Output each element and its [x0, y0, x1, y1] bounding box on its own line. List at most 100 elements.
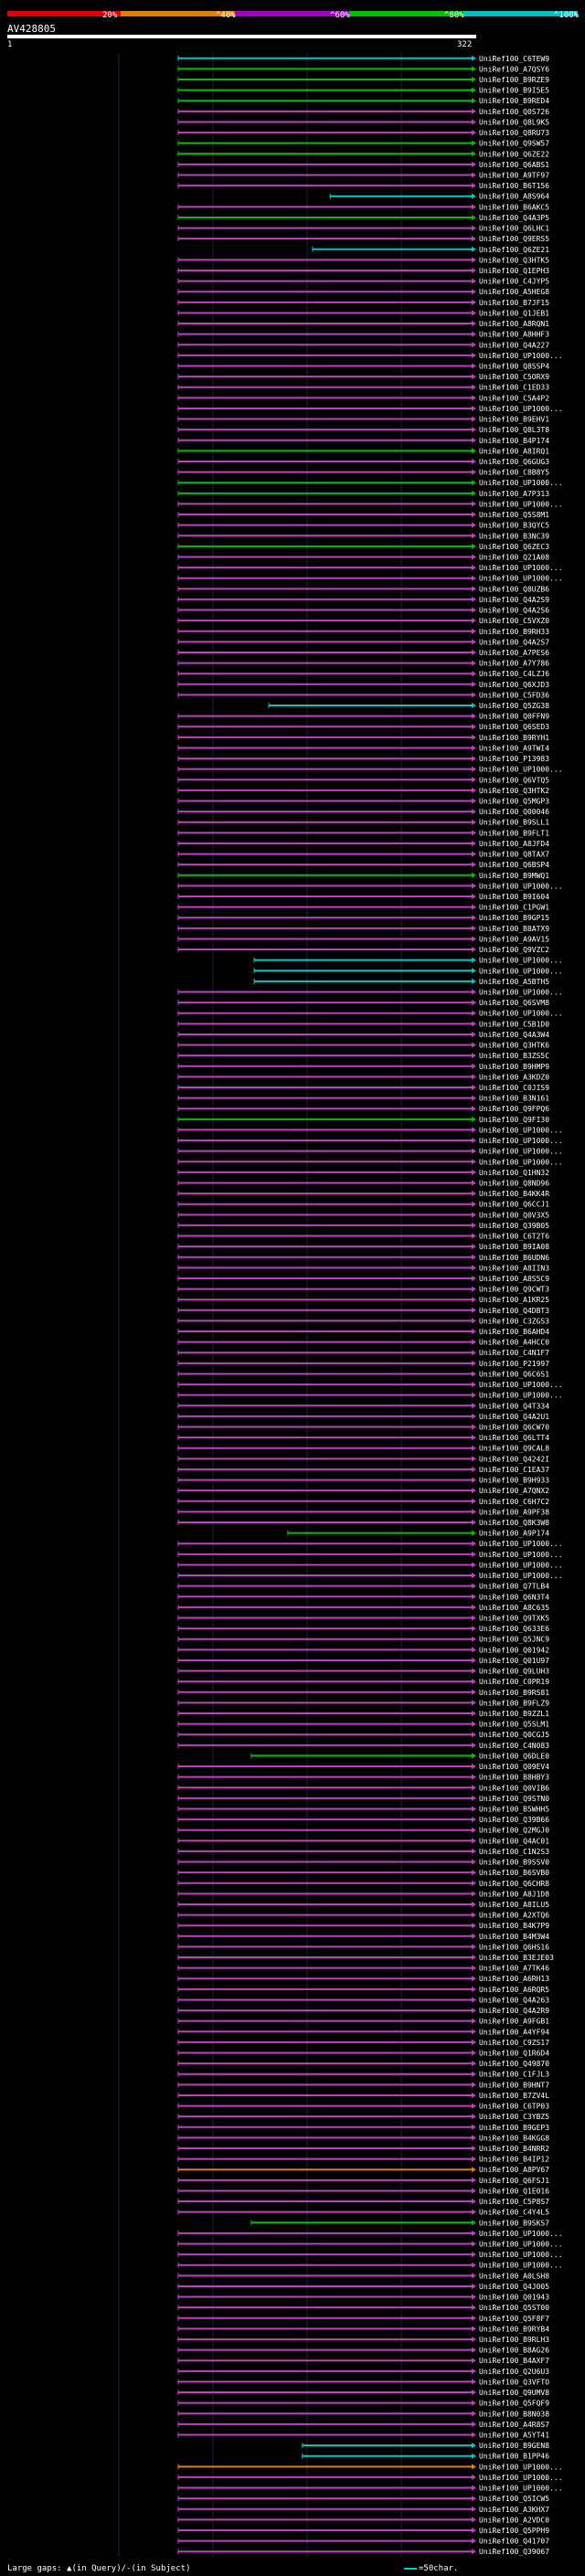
hit-label[interactable]: UniRef100_B6UDN6	[479, 1254, 549, 1262]
hit-label[interactable]: UniRef100_Q7TLB4	[479, 1583, 549, 1591]
hit-label[interactable]: UniRef100_B9HNT7	[479, 2081, 549, 2089]
hit-label[interactable]: UniRef100_Q6GUG3	[479, 458, 549, 466]
hit-label[interactable]: UniRef100_Q6LHC1	[479, 225, 549, 233]
hit-label[interactable]: UniRef100_Q4242I	[479, 1455, 549, 1463]
hit-label[interactable]: UniRef100_B4M3W4	[479, 1933, 549, 1941]
hit-label[interactable]: UniRef100_Q21A08	[479, 553, 549, 561]
hit-label[interactable]: UniRef100_B8ATX9	[479, 925, 549, 933]
hit-label[interactable]: UniRef100_Q0S726	[479, 108, 549, 116]
hit-label[interactable]: UniRef100_Q3HTK6	[479, 1042, 549, 1050]
hit-label[interactable]: UniRef100_Q5MGP3	[479, 798, 549, 806]
hit-label[interactable]: UniRef100_B9GEN8	[479, 2442, 549, 2450]
hit-label[interactable]: UniRef100_A8S964	[479, 193, 549, 201]
hit-label[interactable]: UniRef100_A8IIN3	[479, 1264, 549, 1272]
hit-label[interactable]: UniRef100_Q3VFTO	[479, 2378, 549, 2386]
hit-label[interactable]: UniRef100_Q5ZG38	[479, 702, 549, 710]
hit-label[interactable]: UniRef100_Q9FPQ6	[479, 1105, 549, 1113]
hit-label[interactable]: UniRef100_UP1000...	[479, 1561, 563, 1569]
hit-label[interactable]: UniRef100_A4HCC0	[479, 1339, 549, 1347]
hit-label[interactable]: UniRef100_Q41707	[479, 2538, 549, 2546]
hit-label[interactable]: UniRef100_C4Y4L5	[479, 2209, 549, 2217]
hit-label[interactable]: UniRef100_B9RH33	[479, 628, 549, 636]
hit-label[interactable]: UniRef100_B4K7P9	[479, 1922, 549, 1930]
hit-label[interactable]: UniRef100_B1PP46	[479, 2453, 549, 2461]
hit-label[interactable]: UniRef100_A7QNX2	[479, 1487, 549, 1495]
hit-label[interactable]: UniRef100_Q9UMV8	[479, 2389, 549, 2397]
hit-label[interactable]: UniRef100_Q6DLE0	[479, 1752, 549, 1760]
hit-label[interactable]: UniRef100_UP1000...	[479, 2251, 563, 2259]
hit-label[interactable]: UniRef100_A3KHX7	[479, 2506, 549, 2514]
hit-label[interactable]: UniRef100_P21997	[479, 1360, 549, 1368]
hit-label[interactable]: UniRef100_Q3HTK2	[479, 787, 549, 795]
hit-label[interactable]: UniRef100_B9RS81	[479, 1689, 549, 1697]
hit-label[interactable]: UniRef100_UP1000...	[479, 352, 563, 360]
hit-label[interactable]: UniRef100_A9TWI4	[479, 744, 549, 752]
hit-label[interactable]: UniRef100_Q4A3P5	[479, 214, 549, 222]
hit-label[interactable]: UniRef100_B9RYB4	[479, 2325, 549, 2333]
hit-label[interactable]: UniRef100_Q1JEB1	[479, 309, 549, 317]
hit-label[interactable]: UniRef100_UP1000...	[479, 2230, 563, 2238]
hit-label[interactable]: UniRef100_C5ORX9	[479, 373, 549, 381]
hit-label[interactable]: UniRef100_C0PR19	[479, 1678, 549, 1686]
hit-label[interactable]: UniRef100_UP1000...	[479, 882, 563, 890]
hit-label[interactable]: UniRef100_B6AHD4	[479, 1328, 549, 1336]
hit-label[interactable]: UniRef100_Q9TXK5	[479, 1615, 549, 1623]
hit-label[interactable]: UniRef100_A9FGB1	[479, 2018, 549, 2026]
hit-label[interactable]: UniRef100_UP1000...	[479, 405, 563, 413]
hit-label[interactable]: UniRef100_Q6C6S1	[479, 1370, 549, 1378]
hit-label[interactable]: UniRef100_B3ZS5C	[479, 1052, 549, 1060]
hit-label[interactable]: UniRef100_B4P174	[479, 437, 549, 445]
hit-label[interactable]: UniRef100_C1PGW1	[479, 904, 549, 912]
hit-label[interactable]: UniRef100_A9TF97	[479, 172, 549, 180]
hit-label[interactable]: UniRef100_B3N161	[479, 1095, 549, 1103]
hit-label[interactable]: UniRef100_Q5PPH9	[479, 2527, 549, 2535]
hit-label[interactable]: UniRef100_B9RLH3	[479, 2336, 549, 2344]
hit-label[interactable]: UniRef100_B9GEP3	[479, 2124, 549, 2132]
hit-label[interactable]: UniRef100_A6RH13	[479, 1975, 549, 1983]
hit-label[interactable]: UniRef100_UP1000...	[479, 967, 563, 975]
hit-label[interactable]: UniRef100_C6TEW9	[479, 55, 549, 63]
hit-label[interactable]: UniRef100_Q3HTK5	[479, 256, 549, 264]
hit-label[interactable]: UniRef100_A8JFD4	[479, 840, 549, 848]
hit-label[interactable]: UniRef100_Q4A2S9	[479, 596, 549, 604]
hit-label[interactable]: UniRef100_Q5JNC9	[479, 1636, 549, 1644]
hit-label[interactable]: UniRef100_B9GP15	[479, 914, 549, 922]
hit-label[interactable]: UniRef100_C4N083	[479, 1742, 549, 1750]
hit-label[interactable]: UniRef100_B6AKC5	[479, 203, 549, 211]
hit-label[interactable]: UniRef100_A2XTQ6	[479, 1912, 549, 1920]
hit-label[interactable]: UniRef100_UP1000...	[479, 1010, 563, 1018]
hit-label[interactable]: UniRef100_A8S5C9	[479, 1275, 549, 1283]
hit-label[interactable]: UniRef100_B8N038	[479, 2410, 549, 2418]
hit-label[interactable]: UniRef100_B3NC39	[479, 532, 549, 540]
hit-label[interactable]: UniRef100_Q8RU73	[479, 129, 549, 137]
hit-label[interactable]: UniRef100_P13983	[479, 755, 549, 763]
hit-label[interactable]: UniRef100_Q0V3X5	[479, 1211, 549, 1219]
hit-label[interactable]: UniRef100_Q8SSP4	[479, 363, 549, 371]
hit-label[interactable]: UniRef100_UP1000...	[479, 957, 563, 965]
hit-label[interactable]: UniRef100_UP1000...	[479, 575, 563, 583]
hit-label[interactable]: UniRef100_Q8UZB6	[479, 585, 549, 593]
hit-label[interactable]: UniRef100_Q4DBT3	[479, 1307, 549, 1315]
hit-label[interactable]: UniRef100_B7ZV4L	[479, 2092, 549, 2100]
hit-label[interactable]: UniRef100_UP1000...	[479, 1551, 563, 1559]
hit-label[interactable]: UniRef100_C5A4P2	[479, 394, 549, 402]
hit-label[interactable]: UniRef100_UP1000...	[479, 564, 563, 572]
hit-label[interactable]: UniRef100_C3ZGS3	[479, 1317, 549, 1325]
hit-label[interactable]: UniRef100_UP1000...	[479, 2463, 563, 2471]
hit-label[interactable]: UniRef100_Q5ICW5	[479, 2495, 549, 2503]
hit-label[interactable]: UniRef100_Q01942	[479, 1646, 549, 1654]
hit-label[interactable]: UniRef100_B7JF15	[479, 299, 549, 307]
hit-label[interactable]: UniRef100_Q6CHR8	[479, 1880, 549, 1888]
hit-label[interactable]: UniRef100_Q09EV4	[479, 1763, 549, 1771]
hit-label[interactable]: UniRef100_Q6CCJ1	[479, 1201, 549, 1209]
hit-label[interactable]: UniRef100_UP1000...	[479, 1137, 563, 1145]
hit-label[interactable]: UniRef100_B9IA08	[479, 1243, 549, 1251]
hit-label[interactable]: UniRef100_B9I5E5	[479, 87, 549, 95]
hit-label[interactable]: UniRef100_Q4A263	[479, 1996, 549, 2004]
hit-label[interactable]: UniRef100_Q6FSJ1	[479, 2177, 549, 2185]
hit-label[interactable]: UniRef100_Q6VTQ5	[479, 776, 549, 784]
hit-label[interactable]: UniRef100_Q1E016	[479, 2187, 549, 2195]
hit-label[interactable]: UniRef100_Q6N3T4	[479, 1593, 549, 1601]
hit-label[interactable]: UniRef100_C1ED33	[479, 384, 549, 392]
hit-label[interactable]: UniRef100_Q1EPH3	[479, 267, 549, 275]
